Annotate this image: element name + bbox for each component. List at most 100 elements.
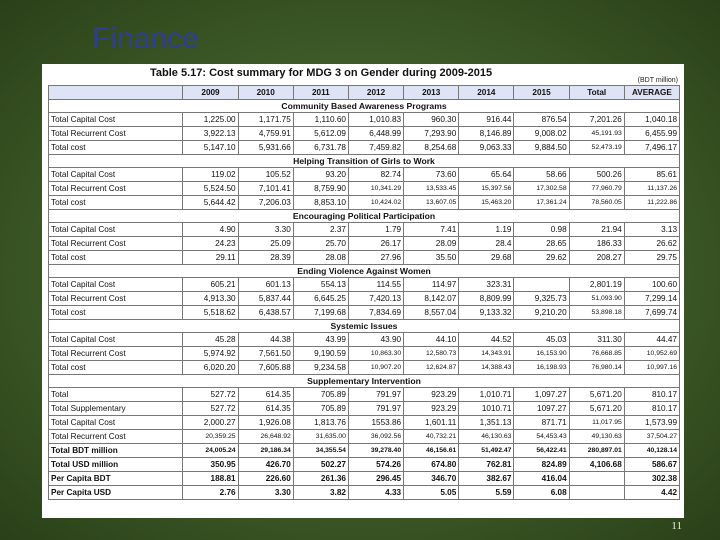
table-cell: 2.37 bbox=[292, 222, 349, 237]
table-row: Total cost 5,644.42 7,206.03 8,853.10 10,424… bbox=[47, 195, 681, 210]
table-cell: 7,420.13 bbox=[347, 291, 405, 306]
table-cell: 31,635.00 bbox=[292, 429, 349, 444]
table-cell: 1,813.76 bbox=[292, 415, 349, 430]
row-label: Total cost bbox=[47, 195, 184, 210]
section-title: Community Based Awareness Programs bbox=[48, 99, 680, 113]
row-label: Total cost bbox=[47, 250, 184, 265]
table-cell: 52,473.19 bbox=[568, 140, 625, 155]
table-cell: 527.72 bbox=[182, 387, 239, 402]
table-cell: 1,010.71 bbox=[458, 387, 515, 402]
table-cell: 76,980.14 bbox=[568, 360, 625, 375]
table-cell: 29.11 bbox=[182, 250, 239, 265]
table-cell: 15,397.56 bbox=[458, 181, 515, 196]
totals-cell: 346.70 bbox=[403, 471, 460, 486]
table-cell: 44.38 bbox=[237, 332, 294, 347]
table-cell: 8,146.89 bbox=[458, 126, 515, 141]
table-cell: 3.13 bbox=[623, 222, 681, 237]
table-cell: 1010.71 bbox=[458, 401, 515, 416]
table-cell: 323.31 bbox=[458, 277, 515, 292]
table-cell: 8,142.07 bbox=[403, 291, 460, 306]
table-row: Total Supplementary 527.72 614.35 705.89 791… bbox=[47, 401, 681, 416]
header-cell: 2015 bbox=[513, 85, 570, 100]
totals-cell: 280,897.01 bbox=[568, 443, 625, 458]
table-cell: 65.64 bbox=[458, 167, 515, 182]
table-cell: 37,504.27 bbox=[623, 429, 681, 444]
table-cell: 1,351.13 bbox=[458, 415, 515, 430]
table-cell: 705.89 bbox=[292, 401, 349, 416]
table-cell: 605.21 bbox=[182, 277, 239, 292]
table-cell: 614.35 bbox=[237, 401, 294, 416]
table-cell: 5,147.10 bbox=[182, 140, 239, 155]
row-label: Total Recurrent Cost bbox=[47, 346, 184, 361]
table-cell: 1,225.00 bbox=[182, 112, 239, 127]
section-title: Systemic Issues bbox=[48, 319, 680, 333]
totals-cell: 188.81 bbox=[182, 471, 239, 486]
totals-cell: 382.67 bbox=[458, 471, 515, 486]
table-cell: 14,343.91 bbox=[458, 346, 515, 361]
header-cell: 2013 bbox=[403, 85, 460, 100]
totals-cell: 29,186.34 bbox=[237, 443, 294, 458]
table-cell: 500.26 bbox=[568, 167, 625, 182]
row-label: Total Capital Cost bbox=[47, 112, 184, 127]
totals-cell: 6.08 bbox=[513, 485, 570, 500]
row-label: Total bbox=[47, 387, 184, 402]
table-cell: 1,010.83 bbox=[347, 112, 405, 127]
table-row: Total Capital Cost 1,225.00 1,171.75 1,110.… bbox=[47, 112, 681, 127]
row-label: Total Recurrent Cost bbox=[47, 429, 184, 444]
totals-cell: 261.36 bbox=[292, 471, 349, 486]
row-label: Total Recurrent Cost bbox=[47, 291, 184, 306]
totals-cell: 56,422.41 bbox=[513, 443, 570, 458]
table-cell: 26,648.92 bbox=[237, 429, 294, 444]
table-cell: 208.27 bbox=[568, 250, 625, 265]
totals-cell: 2.76 bbox=[182, 485, 239, 500]
totals-cell: 4.42 bbox=[623, 485, 681, 500]
table-cell: 26.62 bbox=[623, 236, 681, 251]
table-cell: 5,671.20 bbox=[568, 401, 625, 416]
table-cell: 7,496.17 bbox=[623, 140, 681, 155]
table-cell: 8,853.10 bbox=[292, 195, 349, 210]
table-row: Total Recurrent Cost 3,922.13 4,759.91 5,61… bbox=[47, 126, 681, 141]
table-title: Table 5.17: Cost summary for MDG 3 on Ge… bbox=[150, 67, 493, 79]
table-row: Total Capital Cost 45.28 44.38 43.99 43.90 44… bbox=[47, 332, 681, 347]
section-title: Ending Violence Against Women bbox=[48, 264, 680, 278]
section-header-row: Ending Violence Against Women bbox=[48, 264, 680, 278]
table-cell: 9,210.20 bbox=[513, 305, 570, 320]
table-cell: 7,199.68 bbox=[292, 305, 349, 320]
table-cell: 11,017.95 bbox=[568, 415, 625, 430]
totals-row: Per Capita BDT 188.81 226.60 261.36 296.45 34… bbox=[47, 471, 681, 486]
section-title: Supplementary Intervention bbox=[48, 374, 680, 388]
table-cell: 810.17 bbox=[623, 387, 681, 402]
table-cell: 3,922.13 bbox=[182, 126, 239, 141]
table-cell: 4,759.91 bbox=[237, 126, 294, 141]
totals-cell: 586.67 bbox=[623, 457, 681, 472]
table-row: Total Recurrent Cost 24.23 25.09 25.70 26.17… bbox=[47, 236, 681, 251]
table-cell: 5,524.50 bbox=[182, 181, 239, 196]
table-cell: 4,913.30 bbox=[182, 291, 239, 306]
table-cell: 9,063.33 bbox=[458, 140, 515, 155]
totals-cell: 296.45 bbox=[347, 471, 405, 486]
table-cell: 16,198.93 bbox=[513, 360, 570, 375]
table-cell: 7,699.74 bbox=[623, 305, 681, 320]
section-header-row: Encouraging Political Participation bbox=[48, 209, 680, 223]
table-cell: 100.60 bbox=[623, 277, 681, 292]
table-cell: 601.13 bbox=[237, 277, 294, 292]
totals-cell bbox=[568, 471, 625, 486]
table-cell: 105.52 bbox=[237, 167, 294, 182]
table-cell: 6,448.99 bbox=[347, 126, 405, 141]
table-cell: 6,020.20 bbox=[182, 360, 239, 375]
table-cell: 7,834.69 bbox=[347, 305, 405, 320]
table-cell: 7,299.14 bbox=[623, 291, 681, 306]
table-cell: 614.35 bbox=[237, 387, 294, 402]
table-cell: 1.79 bbox=[347, 222, 405, 237]
totals-cell: 416.04 bbox=[513, 471, 570, 486]
table-cell: 24.23 bbox=[182, 236, 239, 251]
table-cell: 12,580.73 bbox=[403, 346, 460, 361]
table-row: Total 527.72 614.35 705.89 791.97 923.29 1,010… bbox=[47, 387, 681, 402]
table-cell: 78,560.05 bbox=[568, 195, 625, 210]
totals-cell: 502.27 bbox=[292, 457, 349, 472]
table-cell: 10,863.30 bbox=[347, 346, 405, 361]
table-cell: 923.29 bbox=[403, 387, 460, 402]
table-cell: 1,573.99 bbox=[623, 415, 681, 430]
table-cell: 0.98 bbox=[513, 222, 570, 237]
table-cell: 8,254.68 bbox=[403, 140, 460, 155]
